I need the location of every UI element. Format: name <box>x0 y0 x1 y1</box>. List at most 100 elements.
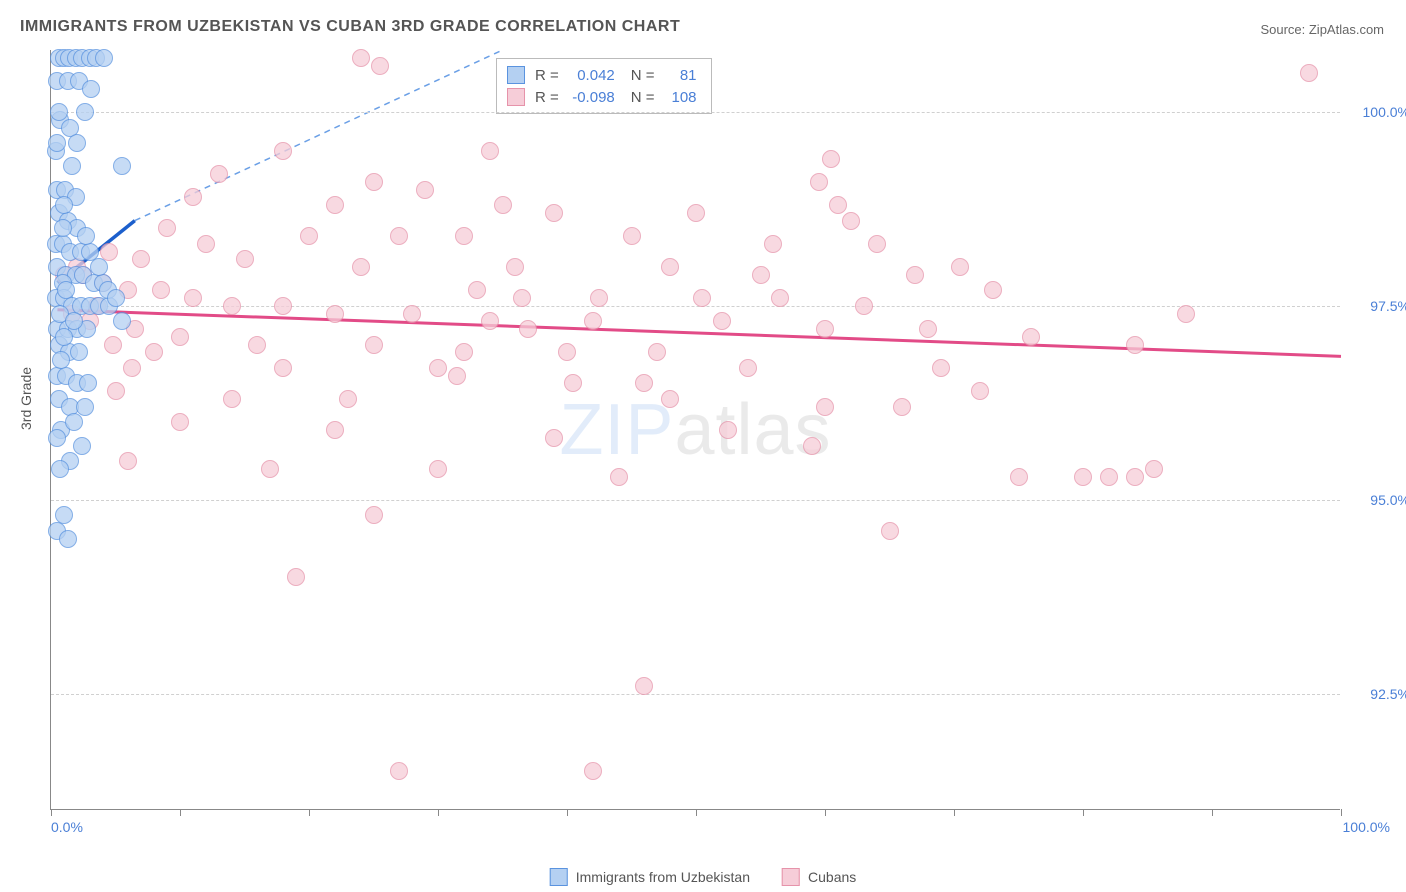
scatter-point-cubans <box>693 289 711 307</box>
scatter-point-cubans <box>352 258 370 276</box>
scatter-point-uzbekistan <box>48 429 66 447</box>
scatter-point-cubans <box>248 336 266 354</box>
legend-swatch-uzbekistan <box>550 868 568 886</box>
scatter-point-cubans <box>558 343 576 361</box>
y-gridline <box>51 694 1340 695</box>
x-tick <box>1212 809 1213 816</box>
scatter-point-uzbekistan <box>77 227 95 245</box>
scatter-point-cubans <box>829 196 847 214</box>
scatter-point-uzbekistan <box>76 398 94 416</box>
scatter-point-cubans <box>1022 328 1040 346</box>
x-label-right: 100.0% <box>1343 819 1390 835</box>
y-tick-label: 97.5% <box>1350 298 1406 314</box>
scatter-point-cubans <box>719 421 737 439</box>
scatter-point-cubans <box>623 227 641 245</box>
scatter-point-cubans <box>584 762 602 780</box>
scatter-point-cubans <box>403 305 421 323</box>
legend-item-cubans: Cubans <box>782 868 856 886</box>
scatter-point-cubans <box>371 57 389 75</box>
n-value-cu: 108 <box>661 89 697 106</box>
scatter-point-uzbekistan <box>51 460 69 478</box>
scatter-point-cubans <box>100 243 118 261</box>
scatter-point-cubans <box>506 258 524 276</box>
scatter-point-cubans <box>519 320 537 338</box>
scatter-point-uzbekistan <box>107 289 125 307</box>
scatter-point-cubans <box>223 297 241 315</box>
scatter-point-cubans <box>810 173 828 191</box>
scatter-point-cubans <box>868 235 886 253</box>
scatter-point-cubans <box>687 204 705 222</box>
r-label-cu: R = <box>535 89 559 106</box>
scatter-point-cubans <box>513 289 531 307</box>
watermark-part-b: atlas <box>674 390 831 470</box>
scatter-point-cubans <box>906 266 924 284</box>
scatter-point-uzbekistan <box>48 134 66 152</box>
scatter-point-cubans <box>429 359 447 377</box>
x-tick <box>567 809 568 816</box>
scatter-point-cubans <box>1145 460 1163 478</box>
scatter-point-uzbekistan <box>113 312 131 330</box>
scatter-point-uzbekistan <box>59 530 77 548</box>
y-axis-title: 3rd Grade <box>18 367 34 430</box>
scatter-point-uzbekistan <box>63 157 81 175</box>
scatter-point-cubans <box>1300 64 1318 82</box>
scatter-point-cubans <box>816 320 834 338</box>
scatter-point-cubans <box>481 142 499 160</box>
scatter-point-cubans <box>390 227 408 245</box>
scatter-point-uzbekistan <box>52 351 70 369</box>
scatter-point-cubans <box>771 289 789 307</box>
scatter-point-cubans <box>1177 305 1195 323</box>
scatter-point-uzbekistan <box>68 134 86 152</box>
y-gridline <box>51 112 1340 113</box>
scatter-point-cubans <box>171 328 189 346</box>
scatter-point-cubans <box>590 289 608 307</box>
scatter-point-cubans <box>287 568 305 586</box>
x-tick <box>1341 809 1342 816</box>
scatter-point-cubans <box>564 374 582 392</box>
y-gridline <box>51 500 1340 501</box>
x-tick <box>954 809 955 816</box>
scatter-point-cubans <box>429 460 447 478</box>
scatter-point-cubans <box>326 421 344 439</box>
scatter-point-uzbekistan <box>79 374 97 392</box>
chart-title: IMMIGRANTS FROM UZBEKISTAN VS CUBAN 3RD … <box>20 18 680 36</box>
scatter-point-cubans <box>881 522 899 540</box>
scatter-point-cubans <box>971 382 989 400</box>
n-value-uz: 81 <box>661 67 697 84</box>
scatter-point-cubans <box>326 305 344 323</box>
scatter-point-cubans <box>468 281 486 299</box>
scatter-point-cubans <box>365 336 383 354</box>
scatter-point-cubans <box>635 374 653 392</box>
scatter-point-cubans <box>365 506 383 524</box>
scatter-point-cubans <box>152 281 170 299</box>
x-tick <box>180 809 181 816</box>
scatter-point-cubans <box>822 150 840 168</box>
y-gridline <box>51 306 1340 307</box>
swatch-cubans <box>507 88 525 106</box>
scatter-point-cubans <box>739 359 757 377</box>
scatter-point-cubans <box>197 235 215 253</box>
x-tick <box>309 809 310 816</box>
x-label-left: 0.0% <box>51 819 83 835</box>
scatter-point-uzbekistan <box>76 103 94 121</box>
watermark: ZIPatlas <box>559 389 831 471</box>
y-tick-label: 92.5% <box>1350 686 1406 702</box>
scatter-point-cubans <box>145 343 163 361</box>
scatter-point-cubans <box>893 398 911 416</box>
scatter-point-cubans <box>752 266 770 284</box>
scatter-point-cubans <box>494 196 512 214</box>
scatter-point-cubans <box>390 762 408 780</box>
scatter-point-cubans <box>210 165 228 183</box>
scatter-point-uzbekistan <box>95 49 113 67</box>
scatter-point-cubans <box>1126 468 1144 486</box>
swatch-uzbekistan <box>507 66 525 84</box>
scatter-point-uzbekistan <box>65 312 83 330</box>
stats-row-uzbekistan: R = 0.042 N = 81 <box>507 64 697 86</box>
r-value-cu: -0.098 <box>565 89 615 106</box>
r-value-uz: 0.042 <box>565 67 615 84</box>
scatter-point-cubans <box>326 196 344 214</box>
scatter-point-uzbekistan <box>90 258 108 276</box>
scatter-point-cubans <box>648 343 666 361</box>
scatter-point-cubans <box>932 359 950 377</box>
x-tick <box>438 809 439 816</box>
